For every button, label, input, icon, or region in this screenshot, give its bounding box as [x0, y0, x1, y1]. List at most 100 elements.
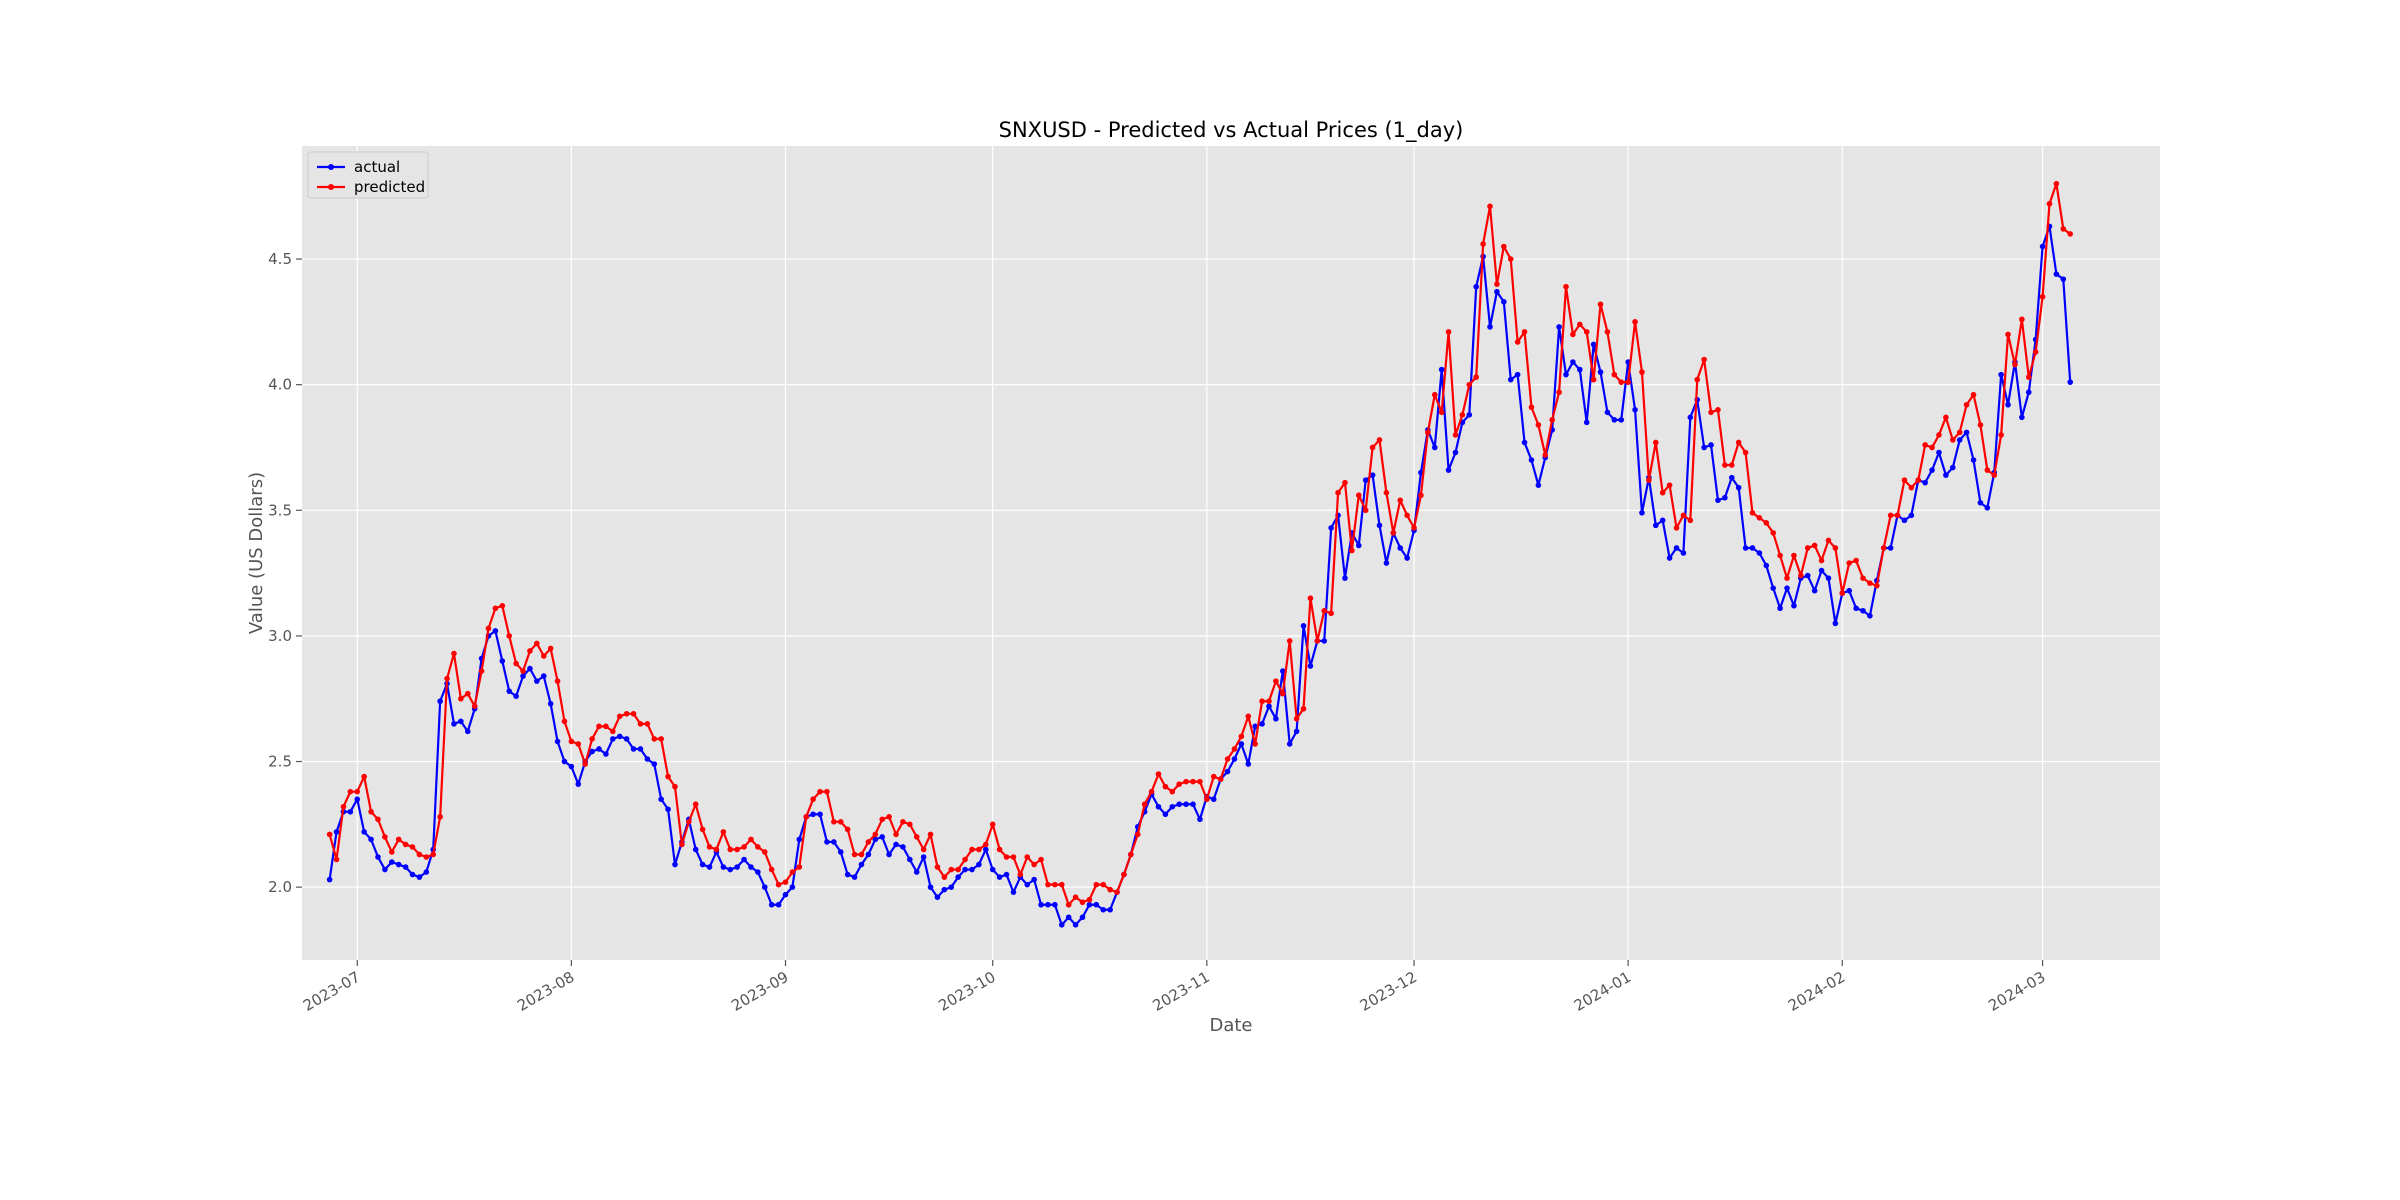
data-point	[527, 648, 533, 654]
data-point	[499, 658, 506, 664]
data-point	[561, 758, 568, 765]
data-point	[858, 851, 865, 858]
data-point	[679, 841, 685, 848]
y-tick-label: 2.5	[268, 753, 292, 771]
data-point	[2060, 226, 2067, 232]
data-point	[948, 884, 955, 890]
chart-title: SNXUSD - Predicted vs Actual Prices (1_d…	[999, 118, 1464, 143]
data-point	[1086, 896, 1093, 903]
data-point	[755, 869, 761, 875]
data-point	[1867, 580, 1873, 586]
data-point	[1452, 449, 1459, 456]
data-point	[1231, 746, 1238, 752]
data-point	[623, 710, 630, 717]
data-point	[458, 718, 464, 725]
data-point	[1017, 871, 1024, 878]
data-point	[1549, 417, 1555, 423]
data-point	[1673, 545, 1680, 551]
data-point	[1901, 517, 1908, 524]
data-point	[1355, 492, 1362, 499]
data-point	[506, 633, 513, 639]
data-point	[437, 698, 443, 705]
data-point	[692, 846, 699, 853]
data-point	[1728, 462, 1735, 468]
data-point	[1210, 796, 1217, 803]
x-tick-label: 2024-02	[1785, 968, 1848, 1015]
data-point	[1570, 359, 1576, 365]
data-point	[1376, 437, 1383, 443]
data-point	[1632, 319, 1638, 325]
data-point	[2067, 379, 2074, 385]
data-point	[706, 844, 713, 850]
data-point	[1052, 901, 1058, 908]
data-point	[2053, 271, 2060, 277]
data-point	[1535, 422, 1542, 428]
data-point	[416, 851, 423, 858]
data-point	[1397, 497, 1404, 504]
grid	[302, 146, 2160, 960]
data-point	[1010, 854, 1017, 860]
data-point	[326, 876, 333, 883]
data-point	[610, 736, 616, 742]
data-point	[1818, 557, 1825, 564]
data-point	[409, 844, 416, 850]
data-point	[665, 773, 671, 780]
data-point	[534, 640, 540, 647]
data-point	[1086, 901, 1093, 908]
data-point	[741, 844, 747, 850]
data-point	[837, 819, 844, 825]
data-point	[1300, 705, 1307, 712]
data-point	[1956, 429, 1963, 436]
data-point	[430, 851, 437, 858]
data-point	[527, 665, 533, 672]
data-point	[886, 814, 892, 820]
data-point	[1618, 417, 1625, 423]
data-point	[1480, 241, 1486, 247]
data-point	[1431, 391, 1438, 398]
data-point	[492, 605, 499, 612]
data-point	[1031, 876, 1037, 883]
data-point	[1832, 620, 1839, 627]
data-point	[1058, 881, 1065, 888]
data-point	[775, 881, 782, 888]
data-point	[1756, 515, 1763, 521]
data-point	[395, 836, 402, 843]
data-point	[1784, 585, 1790, 591]
data-point	[513, 660, 519, 667]
data-point	[699, 826, 706, 833]
data-point	[1093, 881, 1100, 888]
data-point	[1204, 796, 1210, 803]
data-point	[1473, 374, 1479, 380]
data-point	[1604, 329, 1611, 335]
data-point	[506, 688, 513, 694]
data-point	[2060, 276, 2067, 282]
data-point	[1853, 605, 1859, 612]
data-point	[1314, 638, 1321, 644]
data-point	[996, 846, 1003, 853]
data-point	[1680, 512, 1687, 519]
data-point	[658, 796, 664, 803]
data-point	[1825, 575, 1832, 581]
data-point	[1038, 856, 1044, 863]
data-point	[354, 788, 361, 795]
data-point	[844, 826, 851, 833]
data-point	[1266, 703, 1272, 710]
data-point	[1072, 922, 1079, 928]
data-point	[934, 864, 941, 870]
data-point	[865, 839, 872, 845]
data-point	[1652, 439, 1659, 446]
data-point	[2039, 293, 2046, 300]
data-point	[1936, 449, 1942, 456]
data-point	[1045, 881, 1051, 888]
data-point	[1514, 339, 1521, 345]
data-point	[340, 803, 347, 810]
data-point	[1652, 522, 1659, 529]
data-point	[1687, 414, 1694, 421]
data-point	[1618, 379, 1625, 385]
y-tick-label: 3.0	[268, 627, 292, 645]
series-layer	[326, 180, 2074, 928]
data-point	[782, 879, 789, 885]
data-point	[886, 851, 892, 858]
data-point	[1528, 404, 1535, 411]
data-point	[1010, 889, 1017, 895]
